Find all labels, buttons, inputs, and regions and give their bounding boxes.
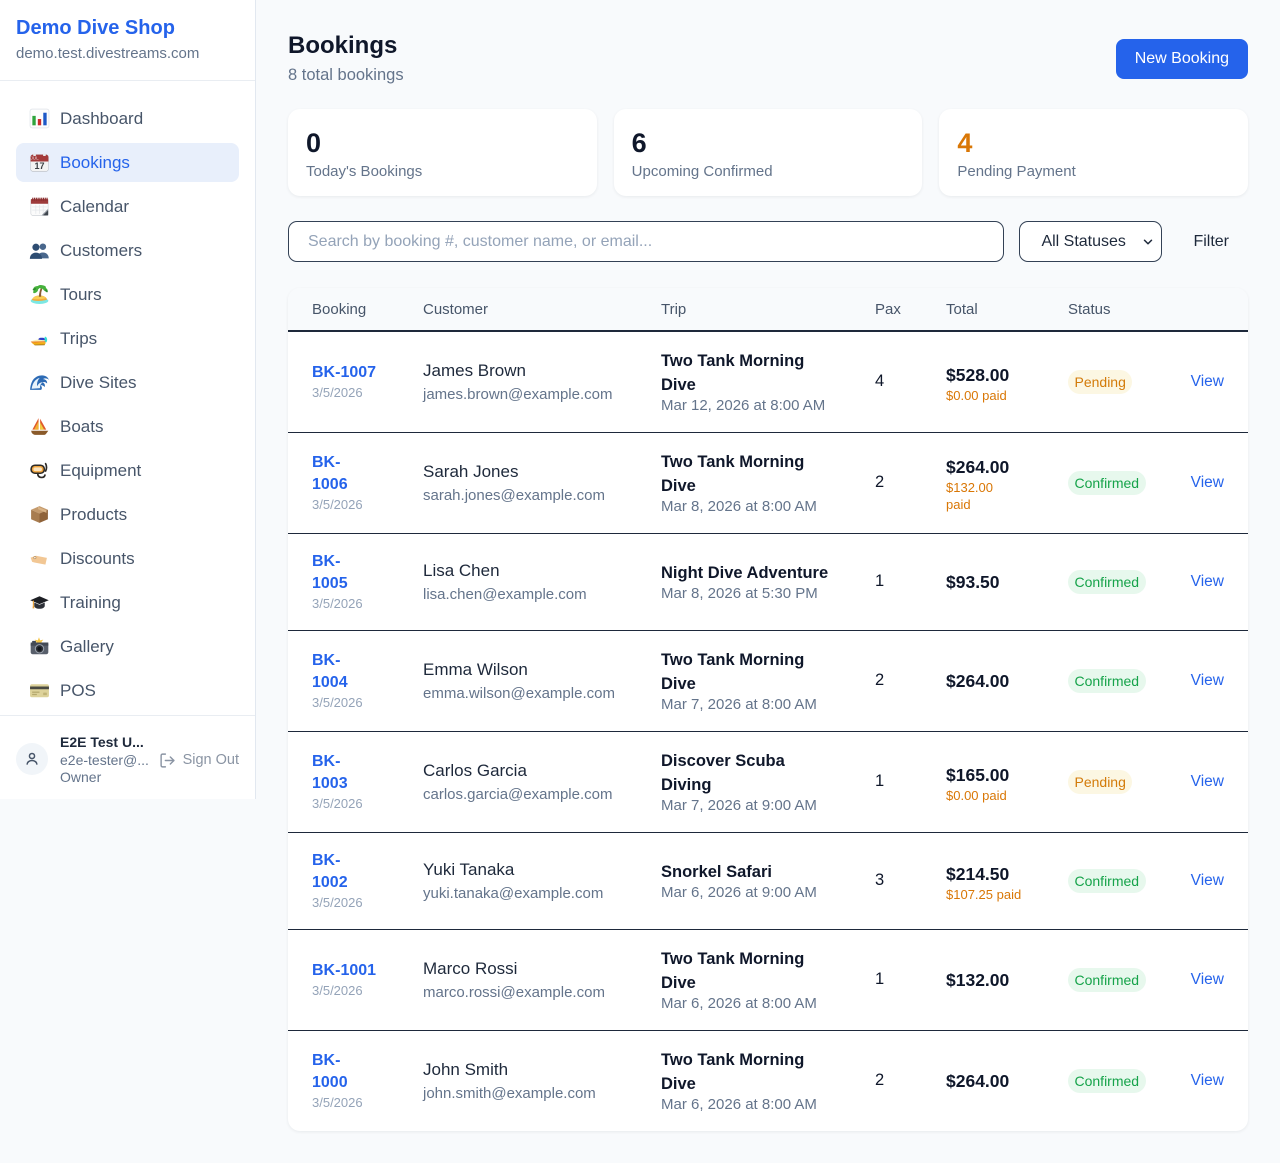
svg-text:JUL: JUL <box>30 156 39 161</box>
svg-text:17: 17 <box>34 161 44 171</box>
